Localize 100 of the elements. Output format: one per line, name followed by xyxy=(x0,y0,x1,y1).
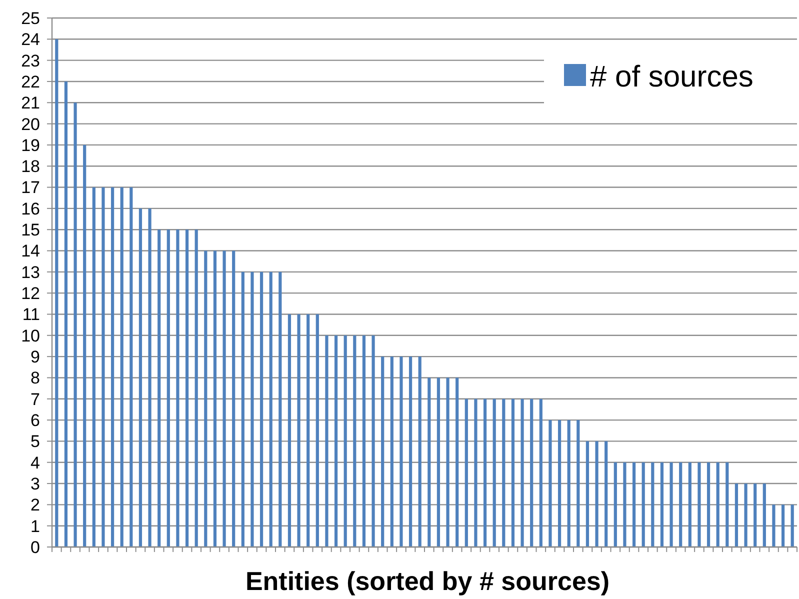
y-tick-label: 10 xyxy=(21,326,40,346)
y-tick-label: 24 xyxy=(21,30,40,50)
bar xyxy=(176,230,180,547)
y-tick-label: 3 xyxy=(30,474,40,494)
bar xyxy=(446,378,450,547)
bar xyxy=(464,398,468,547)
bar xyxy=(353,335,356,547)
bar xyxy=(790,504,794,547)
bar xyxy=(204,250,208,547)
bar xyxy=(614,462,617,547)
y-tick-label: 14 xyxy=(21,242,40,261)
bar xyxy=(660,462,664,547)
bar xyxy=(651,462,654,547)
y-tick-label: 13 xyxy=(21,262,40,282)
bar xyxy=(306,314,310,547)
bar xyxy=(418,356,422,547)
bar xyxy=(92,187,96,547)
bar xyxy=(148,208,152,547)
bar xyxy=(520,398,524,547)
bar xyxy=(688,462,692,547)
bar xyxy=(110,187,114,547)
y-tick-label: 25 xyxy=(21,8,40,28)
y-tick-label: 20 xyxy=(21,114,40,134)
bar xyxy=(483,398,487,547)
bar xyxy=(390,356,394,547)
bar xyxy=(576,420,580,547)
bar xyxy=(474,398,478,547)
bar xyxy=(558,420,562,547)
y-tick-label: 8 xyxy=(30,368,40,388)
y-tick-label: 17 xyxy=(21,178,40,198)
bar xyxy=(670,462,673,547)
bar xyxy=(698,462,701,547)
bar xyxy=(232,250,236,547)
bar xyxy=(642,462,645,547)
bar xyxy=(679,462,682,547)
bar xyxy=(334,335,338,547)
bar xyxy=(241,272,244,547)
y-tick-label: 22 xyxy=(21,72,40,92)
bar xyxy=(316,314,319,547)
bar xyxy=(502,398,506,547)
bar xyxy=(734,484,738,547)
y-tick-label: 21 xyxy=(21,94,40,113)
bar xyxy=(381,356,384,547)
y-tick-label: 2 xyxy=(30,496,40,515)
bar xyxy=(325,335,328,547)
bar xyxy=(55,39,58,547)
y-tick-label: 7 xyxy=(30,390,40,409)
bar xyxy=(372,335,375,547)
bar xyxy=(567,420,570,547)
y-tick-label: 19 xyxy=(21,136,40,155)
y-tick-label: 0 xyxy=(30,538,40,557)
bar xyxy=(130,187,133,547)
bar xyxy=(74,102,77,547)
y-tick-label: 6 xyxy=(30,410,40,430)
bar xyxy=(595,441,598,547)
bar xyxy=(269,272,272,547)
bar xyxy=(781,504,785,547)
bar xyxy=(436,378,440,547)
bar xyxy=(138,208,142,547)
y-tick-label: 12 xyxy=(21,284,40,304)
bar xyxy=(511,398,515,547)
legend-label: # of sources xyxy=(590,60,754,94)
bar xyxy=(456,378,459,547)
bar xyxy=(744,484,748,547)
bar xyxy=(726,462,729,547)
bar xyxy=(762,484,766,547)
bar xyxy=(548,420,552,547)
y-tick-label: 23 xyxy=(21,51,40,70)
bar xyxy=(632,462,636,547)
bar xyxy=(120,187,124,547)
bar xyxy=(250,272,254,547)
bar xyxy=(754,484,757,547)
bar xyxy=(102,187,105,547)
bar xyxy=(586,441,590,547)
bar xyxy=(428,378,431,547)
bar xyxy=(623,462,626,547)
bar xyxy=(288,314,292,547)
bar xyxy=(716,462,720,547)
bar xyxy=(492,398,496,547)
bar xyxy=(260,272,264,547)
bar xyxy=(362,335,366,547)
bar xyxy=(64,81,68,547)
y-tick-label: 15 xyxy=(21,220,40,240)
bar xyxy=(530,398,534,547)
bar xyxy=(297,314,300,547)
x-axis-title: Entities (sorted by # sources) xyxy=(245,566,610,596)
bar xyxy=(408,356,412,547)
y-tick-label: 18 xyxy=(21,157,40,176)
bar xyxy=(213,250,217,547)
bar xyxy=(706,462,710,547)
bar xyxy=(539,398,542,547)
bar xyxy=(83,144,86,547)
y-tick-label: 4 xyxy=(30,453,40,472)
bar xyxy=(158,230,161,547)
bar xyxy=(772,504,776,547)
bar xyxy=(185,230,189,547)
bar xyxy=(400,356,403,547)
bar xyxy=(604,441,608,547)
y-tick-label: 5 xyxy=(30,432,40,452)
bar xyxy=(194,230,198,547)
